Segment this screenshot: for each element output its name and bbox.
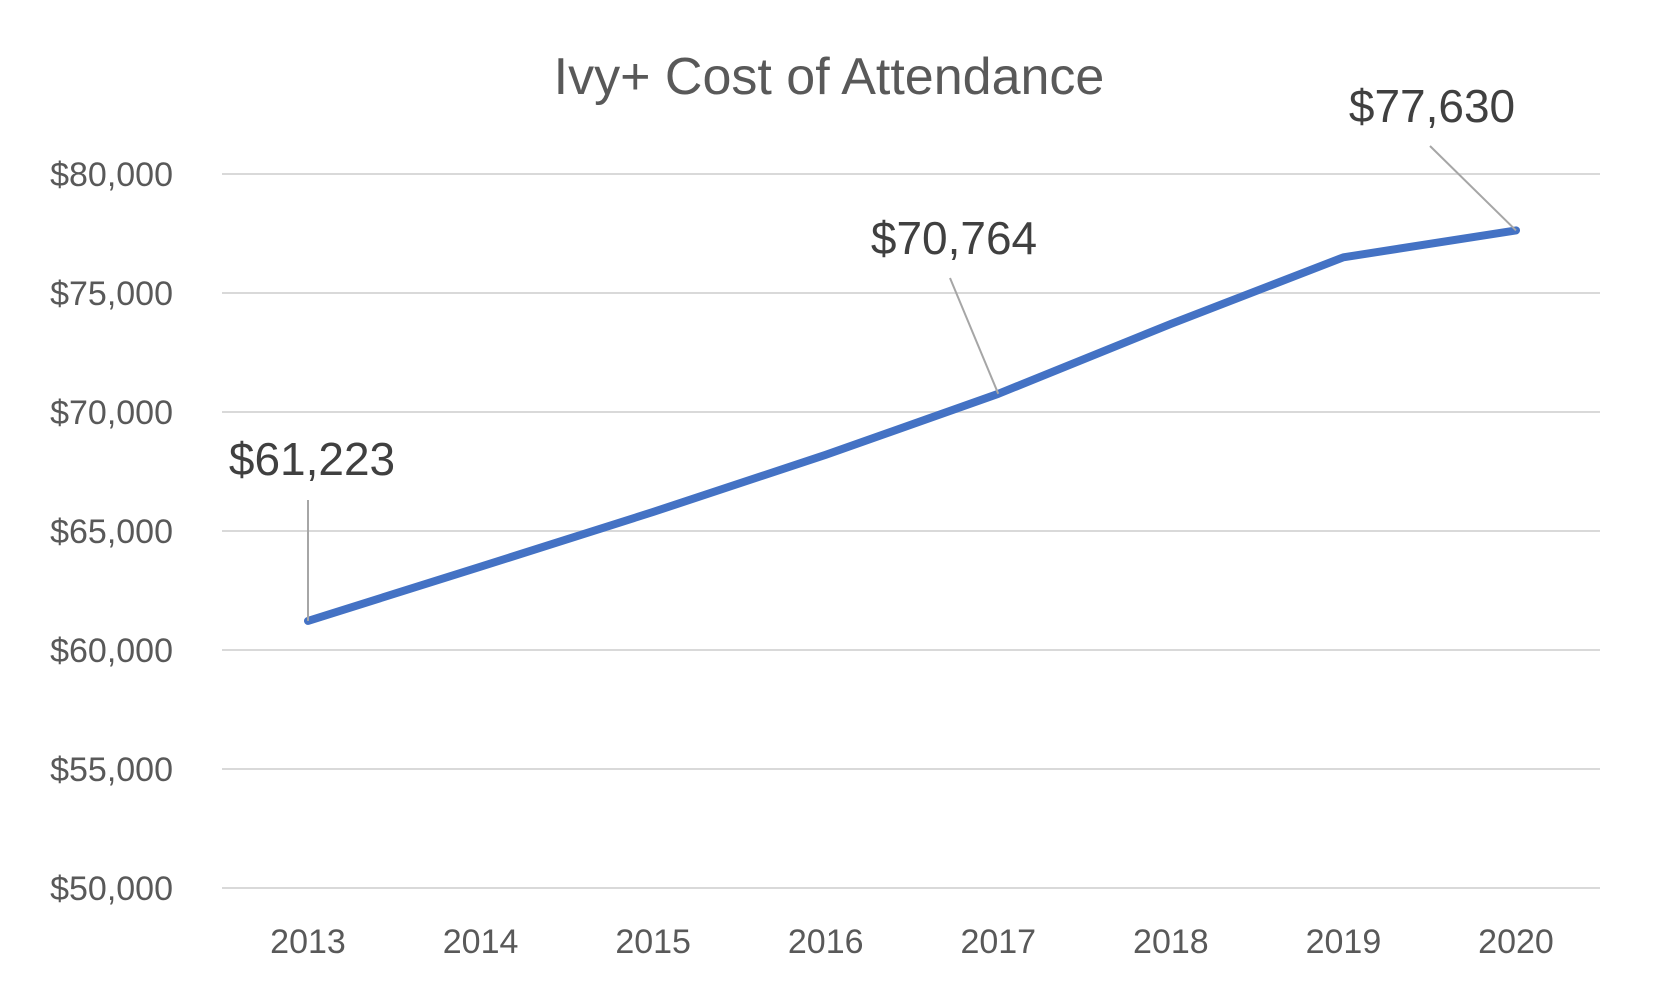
leader-line [949,277,1000,395]
x-tick-label: 2020 [1478,923,1554,961]
x-axis-ticks: 2013 2014 2015 2016 2017 2018 2019 2020 [270,923,1554,961]
x-tick-label: 2014 [443,923,519,961]
series-layer [304,226,1520,625]
gridlines [222,173,1600,889]
y-tick-label: $60,000 [50,632,173,670]
x-tick-label: 2013 [270,923,346,961]
y-axis-ticks: $50,000 $55,000 $60,000 $65,000 $70,000 $75,0… [50,156,173,908]
data-label: $61,223 [229,433,395,485]
y-tick-label: $70,000 [50,394,173,432]
data-point [1167,320,1174,327]
leader-line [1429,145,1517,232]
chart-title: Ivy+ Cost of Attendance [554,48,1105,106]
x-tick-label: 2015 [615,923,691,961]
x-tick-label: 2019 [1306,923,1382,961]
x-tick-label: 2018 [1133,923,1209,961]
data-point [1340,254,1347,261]
y-tick-label: $55,000 [50,751,173,789]
data-point [477,563,484,570]
x-tick-label: 2017 [960,923,1036,961]
y-tick-label: $50,000 [50,870,173,908]
y-tick-label: $80,000 [50,156,173,194]
y-tick-label: $65,000 [50,513,173,551]
data-point [822,451,829,458]
x-tick-label: 2016 [788,923,864,961]
y-tick-label: $75,000 [50,275,173,313]
series-line [304,226,1520,625]
leader-lines [307,145,1517,621]
data-label: $77,630 [1349,80,1515,132]
data-point [650,508,657,515]
data-labels: $61,223 $70,764 $77,630 [229,80,1515,485]
data-label: $70,764 [871,212,1037,264]
